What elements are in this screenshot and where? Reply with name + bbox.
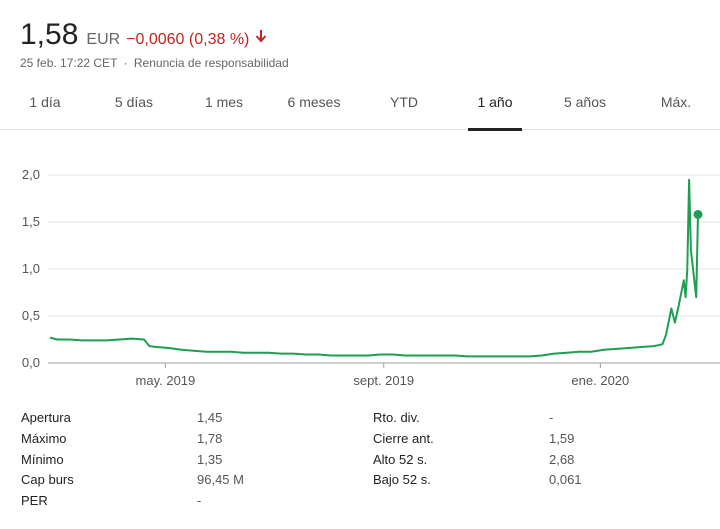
quote-timestamp: 25 feb. 17:22 CET — [20, 56, 118, 70]
x-tick-label: ene. 2020 — [571, 373, 629, 388]
chart-axis-labels: 0,0 0,5 1,0 1,5 2,0 may. 2019 sept. 2019 ene. 2… — [22, 167, 629, 388]
chart-gridlines — [48, 174, 720, 364]
tab-1-month[interactable]: 1 mes — [204, 94, 244, 110]
stat-row-dividend: Rto. div. - — [373, 410, 582, 431]
chart-series — [49, 178, 703, 358]
y-tick-label: 0,0 — [22, 355, 40, 370]
quote-header: 1,58 EUR −0,0060 (0,38 %) — [20, 18, 267, 54]
price-line — [49, 178, 699, 358]
tab-ytd[interactable]: YTD — [390, 94, 418, 110]
quote-meta: 25 feb. 17:22 CET · Renuncia de responsa… — [20, 56, 289, 70]
x-tick-label: sept. 2019 — [353, 373, 414, 388]
tab-5-years[interactable]: 5 años — [563, 94, 607, 110]
y-tick-label: 2,0 — [22, 167, 40, 182]
last-price-dot — [693, 209, 703, 219]
stat-row-low: Mínimo 1,35 — [21, 452, 244, 473]
stat-value: 0,061 — [549, 472, 582, 488]
y-tick-label: 0,5 — [22, 308, 40, 323]
stat-value: 1,78 — [197, 430, 223, 446]
price-chart: 0,0 0,5 1,0 1,5 2,0 may. 2019 sept. 2019 ene. 2… — [22, 167, 720, 388]
tab-5-days[interactable]: 5 días — [114, 94, 154, 110]
price-change: −0,0060 (0,38 %) — [126, 31, 250, 48]
stat-label: Bajo 52 s. — [373, 472, 431, 488]
stat-label: Máximo — [21, 430, 67, 446]
stat-row-open: Apertura 1,45 — [21, 410, 244, 431]
arrow-down-icon — [255, 29, 267, 43]
stat-value: - — [197, 493, 202, 509]
stat-row-52w-high: Alto 52 s. 2,68 — [373, 452, 582, 473]
x-tick-label: may. 2019 — [136, 373, 196, 388]
stat-row-prev-close: Cierre ant. 1,59 — [373, 431, 582, 452]
stat-value: 1,45 — [197, 410, 223, 425]
stat-row-market-cap: Cap burs 96,45 M — [21, 472, 244, 493]
stat-label: Mínimo — [21, 451, 64, 467]
y-tick-label: 1,5 — [22, 214, 40, 229]
y-tick-label: 1,0 — [22, 261, 40, 276]
tab-1-year[interactable]: 1 año — [468, 84, 522, 131]
stat-label: Cap burs — [21, 472, 74, 488]
currency-code: EUR — [86, 31, 121, 48]
meta-separator: · — [123, 56, 128, 70]
stat-value: 1,59 — [549, 430, 575, 446]
stat-row-52w-low: Bajo 52 s. 0,061 — [373, 472, 582, 493]
stats-left: Apertura 1,45 Máximo 1,78 Mínimo 1,35 Cap b… — [21, 410, 244, 514]
stat-value: 2,68 — [549, 451, 575, 467]
current-price: 1,58 — [20, 18, 79, 51]
stat-row-high: Máximo 1,78 — [21, 431, 244, 452]
stat-label: Rto. div. — [373, 410, 420, 425]
stat-label: Cierre ant. — [373, 430, 434, 446]
range-tabs: 1 día 5 días 1 mes 6 meses YTD 1 año 5 a… — [0, 84, 720, 131]
stat-label: Apertura — [21, 410, 71, 425]
stats-right: Rto. div. - Cierre ant. 1,59 Alto 52 s. 2,6… — [373, 410, 582, 493]
stat-row-pe: PER - — [21, 493, 244, 514]
stat-value: 1,35 — [197, 451, 223, 467]
stat-value: 96,45 M — [197, 472, 244, 488]
stat-label: PER — [21, 493, 48, 509]
tab-max[interactable]: Máx. — [660, 94, 692, 110]
tab-1-day[interactable]: 1 día — [29, 94, 61, 110]
tab-6-months[interactable]: 6 meses — [287, 94, 341, 110]
disclaimer-link[interactable]: Renuncia de responsabilidad — [133, 56, 289, 70]
stat-label: Alto 52 s. — [373, 451, 428, 467]
stat-value: - — [549, 410, 554, 425]
